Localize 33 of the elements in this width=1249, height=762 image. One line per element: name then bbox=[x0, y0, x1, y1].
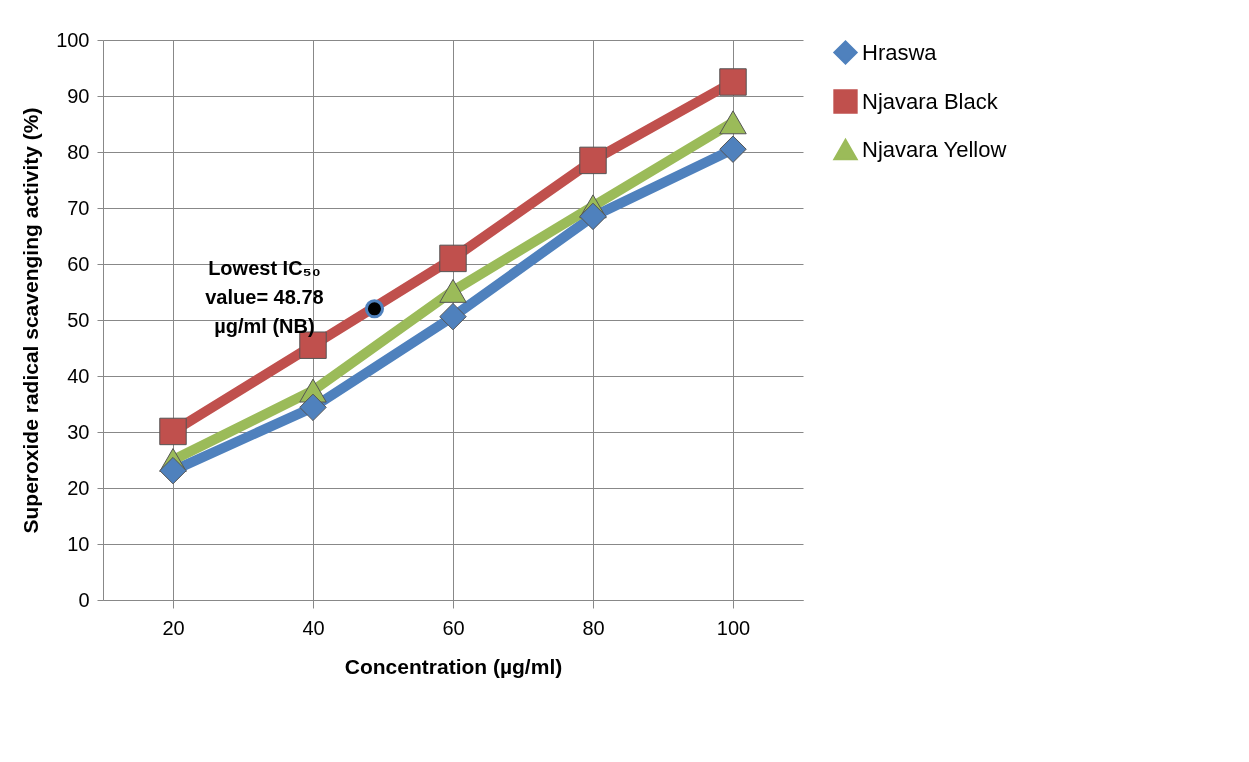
y-tick-label: 70 bbox=[67, 196, 90, 219]
y-tick-label: 50 bbox=[67, 308, 90, 331]
x-tick-label: 80 bbox=[582, 616, 605, 639]
annotation: Lowest IC₅₀ value= 48.78 µg/ml (NB) bbox=[205, 256, 324, 337]
x-tick-label: 20 bbox=[162, 616, 185, 639]
y-axis-title: Superoxide radical scavenging activity (%) bbox=[19, 107, 43, 534]
point bbox=[719, 110, 747, 135]
x-axis-title: Concentration (µg/ml) bbox=[344, 654, 563, 678]
y-tick-label: 90 bbox=[67, 84, 90, 107]
y-tick-label: 60 bbox=[67, 252, 90, 275]
x-tick-label: 100 bbox=[716, 616, 751, 639]
legend-label: Njavara Yellow bbox=[862, 136, 1007, 162]
point bbox=[159, 456, 187, 485]
x-tick-label: 40 bbox=[302, 616, 325, 639]
legend-label: Hraswa bbox=[862, 39, 938, 65]
point bbox=[299, 393, 327, 422]
point bbox=[439, 302, 467, 331]
point bbox=[439, 244, 467, 273]
x-tick-label: 60 bbox=[442, 616, 465, 639]
y-tick-label: 20 bbox=[67, 476, 90, 499]
y-tick-label: 0 bbox=[78, 588, 90, 611]
point bbox=[439, 278, 467, 303]
point bbox=[579, 146, 607, 175]
point bbox=[579, 202, 607, 231]
y-tick-label: 100 bbox=[56, 28, 90, 51]
y-tick-label: 10 bbox=[67, 532, 90, 555]
y-tick-label: 80 bbox=[67, 140, 90, 163]
y-tick-label: 30 bbox=[67, 420, 90, 443]
y-tick-label: 40 bbox=[67, 364, 90, 387]
point bbox=[719, 135, 747, 163]
point bbox=[719, 68, 747, 96]
legend-label: Njavara Black bbox=[862, 88, 999, 114]
point bbox=[159, 417, 187, 446]
